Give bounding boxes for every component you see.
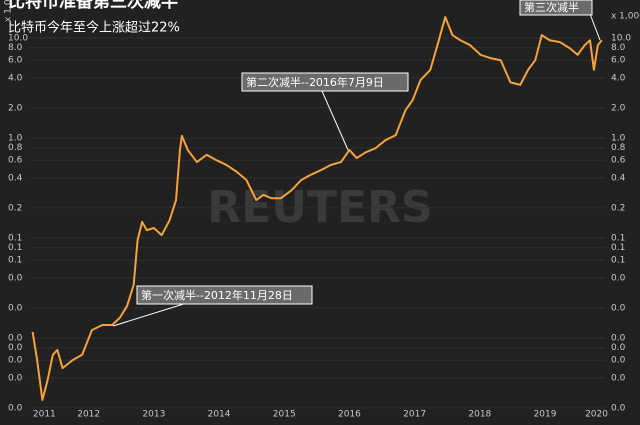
- y-tick-label-right: 0.0: [611, 373, 626, 383]
- y-tick-label-right: 6.0: [611, 56, 626, 66]
- y-tick-label-right: 10.0: [611, 34, 631, 44]
- y-tick-label-right: 0.1: [611, 243, 625, 253]
- annotation: 第二次减半--2016年7月9日: [241, 72, 409, 151]
- y-tick-label: 0.1: [8, 243, 22, 253]
- annotation-pointer: [321, 90, 349, 151]
- y-tick-label: 4.0: [8, 73, 23, 83]
- y-tick-label: 0.1: [8, 234, 22, 244]
- price-line: [31, 16, 603, 402]
- y-tick-label-right: 8.0: [611, 43, 626, 53]
- y-tick-label: 0.0: [8, 303, 23, 313]
- x-tick-label: 2020: [585, 410, 608, 420]
- annotation: 第三次减半: [519, 0, 601, 41]
- x-tick-label: 2016: [338, 410, 361, 420]
- y-tick-label-right: 0.0: [611, 334, 626, 344]
- annotation-text: 第二次减半--2016年7月9日: [246, 75, 384, 89]
- y-unit-left: x 1,000: [4, 0, 14, 22]
- y-tick-label-right: 2.0: [611, 103, 626, 113]
- y-tick-label: 10.0: [8, 34, 28, 44]
- y-tick-label: 0.0: [8, 343, 23, 353]
- annotation-box: [519, 0, 593, 16]
- annotation-text: 第三次减半: [524, 0, 579, 14]
- x-tick-label: 2012: [77, 410, 100, 420]
- x-tick-label: 2015: [273, 410, 296, 420]
- y-tick-label: 0.0: [8, 403, 23, 413]
- y-tick-label: 0.0: [8, 373, 23, 383]
- y-tick-label: 0.0: [8, 273, 23, 283]
- y-tick-label: 0.8: [8, 143, 23, 153]
- y-tick-label-right: 0.0: [611, 356, 626, 366]
- y-tick-label-right: 0.1: [611, 234, 625, 244]
- chart-subtitle: 比特币今年至今上涨超过22%: [8, 20, 180, 36]
- x-tick-label: 2013: [142, 410, 165, 420]
- y-unit-right: x 1,000: [611, 12, 640, 22]
- x-tick-label: 2014: [208, 410, 231, 420]
- y-tick-label-right: 0.2: [611, 203, 625, 213]
- y-tick-label: 0.2: [8, 203, 22, 213]
- y-tick-label-right: 0.0: [611, 273, 626, 283]
- y-tick-label: 0.1: [8, 256, 22, 266]
- y-tick-label-right: 0.0: [611, 343, 626, 353]
- y-tick-label-right: 1.0: [611, 134, 626, 144]
- y-tick-label: 2.0: [8, 103, 23, 113]
- y-tick-label-right: 0.1: [611, 256, 625, 266]
- y-tick-label-right: 0.8: [611, 143, 626, 153]
- annotation-pointer: [589, 13, 601, 41]
- x-tick-label: 2017: [403, 410, 426, 420]
- y-tick-label: 0.0: [8, 334, 23, 344]
- y-tick-label: 0.6: [8, 156, 23, 166]
- x-tick-label: 2011: [33, 410, 56, 420]
- y-tick-label: 0.0: [8, 356, 23, 366]
- y-tick-label-right: 0.0: [611, 403, 626, 413]
- y-tick-label-right: 0.0: [611, 303, 626, 313]
- y-tick-label: 0.4: [8, 173, 23, 183]
- annotation-pointer: [112, 301, 191, 327]
- y-tick-label-right: 4.0: [611, 73, 626, 83]
- y-tick-label: 1.0: [8, 134, 23, 144]
- y-tick-label: 8.0: [8, 43, 23, 53]
- annotation: 第一次减半--2012年11月28日: [112, 285, 313, 327]
- chart-title: 比特币准备第三次减半: [8, 0, 178, 12]
- annotation-text: 第一次减半--2012年11月28日: [141, 288, 293, 302]
- y-tick-label-right: 0.6: [611, 156, 626, 166]
- y-tick-label: 6.0: [8, 56, 23, 66]
- x-tick-label: 2019: [534, 410, 557, 420]
- y-tick-label-right: 0.4: [611, 173, 626, 183]
- annotation-box: [241, 72, 409, 92]
- x-tick-label: 2018: [468, 410, 491, 420]
- annotation-box: [136, 285, 313, 305]
